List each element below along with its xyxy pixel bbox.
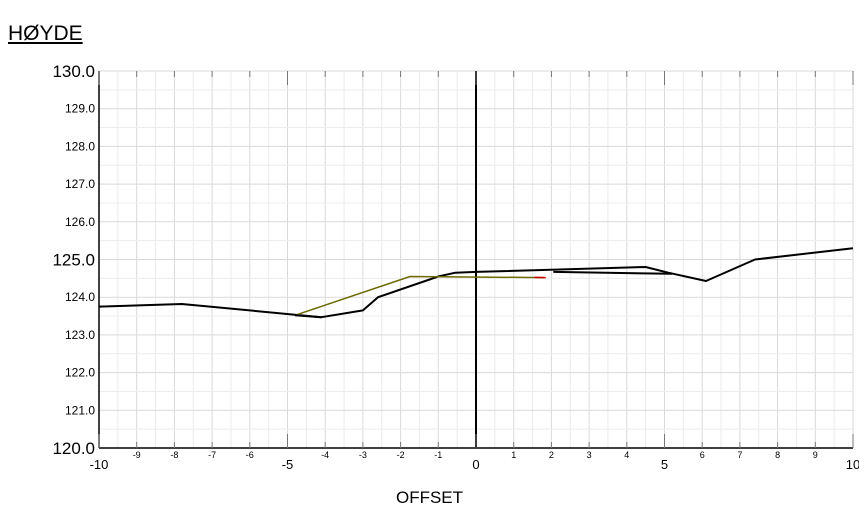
- y-minor-tick-label: 128.0: [65, 139, 95, 153]
- x-minor-tick-label: -1: [434, 450, 442, 460]
- x-minor-tick-label: 9: [813, 450, 818, 460]
- profile-line-2: [553, 272, 672, 274]
- y-axis-label: HØYDE: [8, 22, 83, 46]
- y-minor-tick-label: 124.0: [65, 290, 95, 304]
- x-minor-tick-label: 3: [587, 450, 592, 460]
- x-minor-tick-label: 8: [775, 450, 780, 460]
- x-major-tick-label: 10: [846, 457, 859, 472]
- y-major-tick-label: 120.0: [52, 439, 95, 458]
- x-major-tick-label: 5: [661, 457, 668, 472]
- x-minor-tick-label: -7: [208, 450, 216, 460]
- x-axis-label: OFFSET: [0, 488, 859, 508]
- x-minor-tick-label: -9: [133, 450, 141, 460]
- x-minor-tick-label: -8: [170, 450, 178, 460]
- x-minor-tick-label: -2: [397, 450, 405, 460]
- x-minor-tick-label: -3: [359, 450, 367, 460]
- y-minor-tick-label: 129.0: [65, 102, 95, 116]
- y-minor-tick-label: 121.0: [65, 403, 95, 417]
- x-major-tick-label: -5: [282, 457, 294, 472]
- y-minor-tick-label: 123.0: [65, 328, 95, 342]
- y-minor-tick-label: 127.0: [65, 177, 95, 191]
- y-major-tick-label: 125.0: [52, 251, 95, 270]
- y-minor-tick-label: 122.0: [65, 366, 95, 380]
- x-minor-tick-label: 2: [549, 450, 554, 460]
- x-minor-tick-label: 7: [737, 450, 742, 460]
- x-minor-tick-label: 6: [700, 450, 705, 460]
- x-minor-tick-label: -6: [246, 450, 254, 460]
- x-minor-tick-label: 4: [624, 450, 629, 460]
- x-minor-tick-label: -4: [321, 450, 329, 460]
- y-major-tick-label: 130.0: [52, 62, 95, 81]
- x-major-tick-label: 0: [472, 457, 479, 472]
- x-minor-tick-label: 1: [511, 450, 516, 460]
- y-minor-tick-label: 126.0: [65, 215, 95, 229]
- x-major-tick-label: -10: [90, 457, 109, 472]
